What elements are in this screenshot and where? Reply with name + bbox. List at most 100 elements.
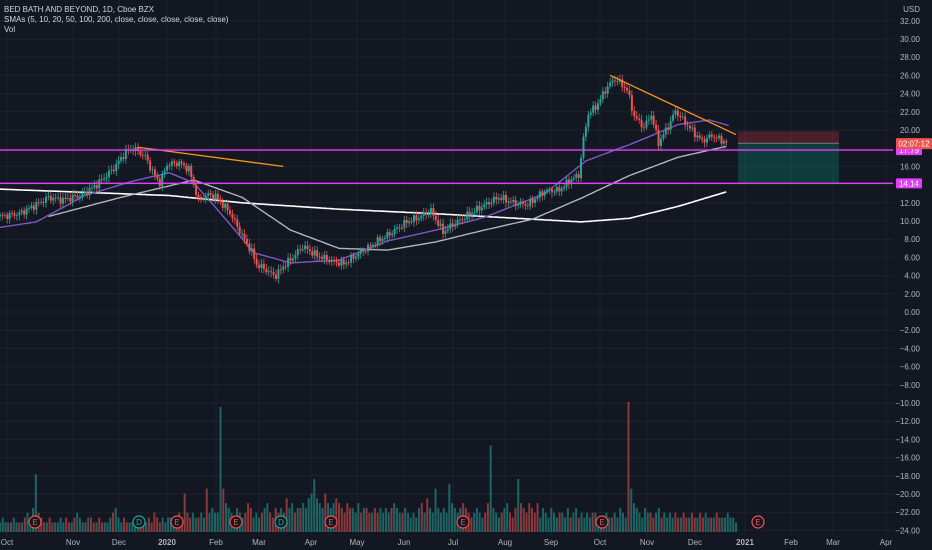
volume-bar xyxy=(338,503,341,532)
level-price-text: 17.79 xyxy=(899,146,920,155)
candle-body xyxy=(439,223,442,226)
price-tick-label: 20.00 xyxy=(900,126,921,135)
volume-bar xyxy=(610,517,613,532)
time-tick-label: May xyxy=(349,538,364,547)
candle-body xyxy=(621,79,624,87)
volume-bar xyxy=(638,512,641,532)
candle-body xyxy=(45,196,47,203)
volume-bar xyxy=(186,512,189,532)
volume-bar xyxy=(655,512,658,532)
candle-body xyxy=(611,80,614,83)
volume-bar xyxy=(710,517,713,532)
stop-zone xyxy=(738,131,839,144)
candle-body xyxy=(534,199,537,203)
volume-bar xyxy=(78,517,81,532)
price-tick-label: −6.00 xyxy=(900,363,921,372)
candle-body xyxy=(645,120,648,128)
price-tick-label: −4.00 xyxy=(900,344,921,353)
volume-bar xyxy=(663,512,666,532)
candle-body xyxy=(255,258,258,266)
volume-bar xyxy=(200,512,203,532)
volume-bar xyxy=(404,507,407,532)
candle-body xyxy=(11,212,14,214)
volume-bar xyxy=(619,507,622,532)
event-marker-label: E xyxy=(755,518,760,527)
volume-bar xyxy=(225,503,228,532)
candle-body xyxy=(277,269,280,279)
volume-bar xyxy=(34,474,37,532)
candle-body xyxy=(6,214,9,219)
candle-body xyxy=(178,161,181,167)
volume-bar xyxy=(591,512,594,532)
chart-legend: BED BATH AND BEYOND, 1D, Cboe BZX SMAs (… xyxy=(4,5,229,35)
volume-bar xyxy=(362,507,365,532)
level-price-badge xyxy=(896,178,922,189)
volume-bar xyxy=(398,512,401,532)
volume-bar xyxy=(307,498,310,532)
candle-body xyxy=(710,134,713,137)
price-axis[interactable]: 32.0030.0028.0026.0024.0022.0020.0018.00… xyxy=(895,5,932,535)
candle-body xyxy=(54,197,57,199)
candle-body xyxy=(187,165,190,172)
candle-body xyxy=(35,202,38,210)
candle-body xyxy=(616,81,619,82)
volume-bar xyxy=(0,522,1,532)
candle-body xyxy=(483,204,486,208)
candle-body xyxy=(383,237,386,239)
candle-body xyxy=(112,169,115,172)
volume-bar xyxy=(376,512,379,532)
volume-bar xyxy=(721,517,724,532)
candle-body xyxy=(202,198,205,200)
volume-bar xyxy=(147,517,150,532)
volume-bar xyxy=(164,522,167,532)
candle-body xyxy=(190,165,193,178)
volume-bar xyxy=(145,522,148,532)
volume-bar xyxy=(547,517,550,532)
candle-body xyxy=(623,86,626,89)
candle-body xyxy=(81,193,84,197)
candle-body xyxy=(103,178,106,180)
sma-indicator-label[interactable]: SMAs (5, 10, 20, 50, 100, 200, close, cl… xyxy=(4,15,229,24)
candle-body xyxy=(722,141,725,144)
candle-body xyxy=(173,161,176,164)
candle-body xyxy=(638,118,641,120)
volume-bar xyxy=(735,522,737,532)
candle-body xyxy=(691,127,694,129)
candle-body xyxy=(110,169,113,171)
candle-body xyxy=(20,210,23,213)
volume-bar xyxy=(293,512,296,532)
volume-bar xyxy=(426,498,429,532)
candle-body xyxy=(279,269,282,271)
volume-indicator-label[interactable]: Vol xyxy=(4,25,16,34)
candle-body xyxy=(367,244,369,252)
volume-bar xyxy=(373,507,376,532)
candle-body xyxy=(318,256,321,258)
volume-bar xyxy=(500,512,503,532)
candle-body xyxy=(497,198,500,200)
price-tick-label: 28.00 xyxy=(900,53,921,62)
candle-body xyxy=(117,160,120,165)
volume-bar xyxy=(18,522,21,532)
time-axis[interactable]: Oct Nov Dec 2020 Feb Mar Apr May Jun Jul Aug Sep Oct… xyxy=(1,538,893,547)
time-tick-label: Feb xyxy=(209,538,223,547)
event-marker-label: E xyxy=(328,518,333,527)
candle-body xyxy=(420,215,423,219)
candle-body xyxy=(57,197,60,199)
volume-bar xyxy=(495,512,498,532)
volume-bar xyxy=(387,512,390,532)
candle-body xyxy=(144,154,147,156)
candle-body xyxy=(662,134,665,139)
candle-body xyxy=(345,262,348,265)
candle-body xyxy=(386,232,389,238)
candle-body xyxy=(429,208,432,215)
volume-bar xyxy=(682,512,685,532)
candle-body xyxy=(538,191,541,198)
candle-body xyxy=(718,135,721,139)
volume-bar xyxy=(89,517,92,532)
candle-body xyxy=(291,258,294,261)
candle-body xyxy=(352,254,355,259)
volume-bar xyxy=(644,507,647,532)
candle-body xyxy=(701,137,704,140)
volume-bar xyxy=(536,503,539,532)
